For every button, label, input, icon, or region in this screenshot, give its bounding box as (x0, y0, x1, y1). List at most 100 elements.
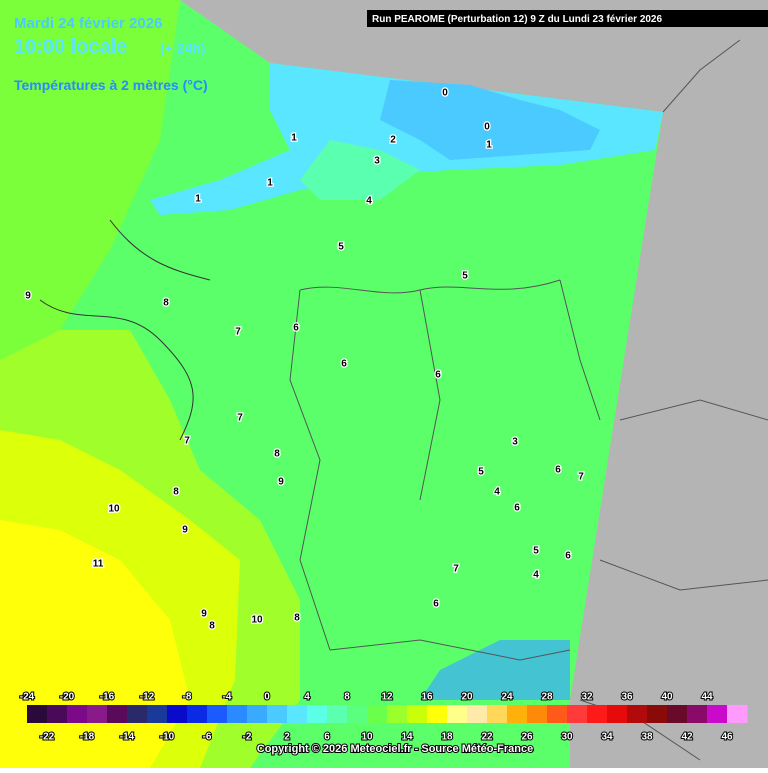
colorbar-label: -18 (80, 732, 95, 743)
contour-label: 1 (267, 178, 273, 189)
colorbar-label: 38 (641, 732, 653, 743)
cold-coast (150, 63, 663, 215)
color-swatch (67, 705, 88, 723)
colorbar-label: 20 (461, 692, 473, 703)
colorbar-label: -24 (20, 692, 35, 703)
color-swatch (427, 705, 448, 723)
color-swatch (187, 705, 208, 723)
color-swatch (447, 705, 468, 723)
sea (380, 80, 600, 160)
colorbar-label: 28 (541, 692, 553, 703)
colorbar-label: -14 (120, 732, 135, 743)
colorbar-label: 26 (521, 732, 533, 743)
color-swatch (487, 705, 508, 723)
contour-label: 8 (274, 449, 280, 460)
contour-label: 6 (514, 503, 520, 514)
colorbar-label: -4 (223, 692, 232, 703)
contour-label: 10 (251, 615, 263, 626)
colorbar-label: -16 (100, 692, 115, 703)
colorbar-label: -2 (243, 732, 252, 743)
color-swatch (207, 705, 228, 723)
color-swatch (107, 705, 128, 723)
contour-label: 11 (93, 559, 104, 570)
contour-label: 8 (294, 613, 300, 624)
color-swatch (367, 705, 388, 723)
contour-label: 6 (555, 465, 561, 476)
color-swatch (707, 705, 728, 723)
contour-label: 1 (291, 133, 297, 144)
colorbar-label: 22 (481, 732, 493, 743)
colorbar-label: 30 (561, 732, 573, 743)
color-swatch (147, 705, 168, 723)
color-swatch (527, 705, 548, 723)
colorbar-label: -20 (60, 692, 75, 703)
colorbar-label: 16 (421, 692, 433, 703)
contour-label: 1 (486, 140, 492, 151)
colorbar-label: -12 (140, 692, 155, 703)
alps (420, 640, 570, 700)
contour-label: 6 (341, 359, 347, 370)
contour-label: 7 (237, 413, 243, 424)
color-swatch (547, 705, 568, 723)
color-swatch (667, 705, 688, 723)
color-swatch (307, 705, 328, 723)
contour-label: 3 (374, 156, 380, 167)
lead-time: (+ 24h) (160, 40, 206, 56)
colorbar-label: 44 (701, 692, 713, 703)
contour-label: 6 (565, 551, 571, 562)
contour-label: 8 (163, 298, 169, 309)
colorbar-label: 36 (621, 692, 633, 703)
contour-label: 9 (182, 525, 188, 536)
variable: Températures à 2 mètres (°C) (14, 77, 208, 93)
contour-label: 2 (390, 135, 396, 146)
colorbar-label: 6 (324, 732, 330, 743)
contour-label: 0 (484, 122, 490, 133)
contour-label: 8 (209, 621, 215, 632)
contour-label: 7 (578, 472, 584, 483)
contour-label: 7 (184, 436, 190, 447)
contour-label: 9 (278, 477, 284, 488)
colorbar-label: -22 (40, 732, 55, 743)
color-swatch (87, 705, 108, 723)
contour-label: 5 (462, 271, 468, 282)
date: Mardi 24 février 2026 (14, 15, 162, 32)
color-swatch (267, 705, 288, 723)
contour-label: 7 (235, 327, 241, 338)
contour-label: 1 (195, 194, 201, 205)
colorbar-label: 8 (344, 692, 350, 703)
color-swatch (387, 705, 408, 723)
colorbar-label: 18 (441, 732, 453, 743)
colorbar-label: 32 (581, 692, 593, 703)
color-swatch (247, 705, 268, 723)
color-swatch (587, 705, 608, 723)
colorbar-label: -6 (203, 732, 212, 743)
color-swatch (407, 705, 428, 723)
contour-label: 4 (366, 196, 372, 207)
contour-label: 6 (293, 323, 299, 334)
contour-label: 10 (108, 504, 120, 515)
contour-label: 6 (433, 599, 439, 610)
time: 10:00 locale (14, 36, 127, 58)
color-swatch (507, 705, 528, 723)
color-swatch (327, 705, 348, 723)
color-swatch (627, 705, 648, 723)
color-swatch (647, 705, 668, 723)
colorbar-label: 2 (284, 732, 290, 743)
contour-label: 7 (453, 564, 459, 575)
color-swatch (127, 705, 148, 723)
color-swatch (727, 705, 748, 723)
run-banner (367, 10, 768, 27)
color-swatch (567, 705, 588, 723)
contour-label: 3 (512, 437, 518, 448)
color-swatch (287, 705, 308, 723)
copyright: Copyright © 2026 Meteociel.fr - Source M… (257, 743, 533, 755)
colorbar-label: 14 (401, 732, 413, 743)
colorbar-label: 12 (381, 692, 393, 703)
contour-label: 5 (533, 546, 539, 557)
run-info: Run PEAROME (Perturbation 12) 9 Z du Lun… (372, 14, 662, 25)
color-swatch (47, 705, 68, 723)
color-swatch (467, 705, 488, 723)
colorbar-label: 24 (501, 692, 513, 703)
